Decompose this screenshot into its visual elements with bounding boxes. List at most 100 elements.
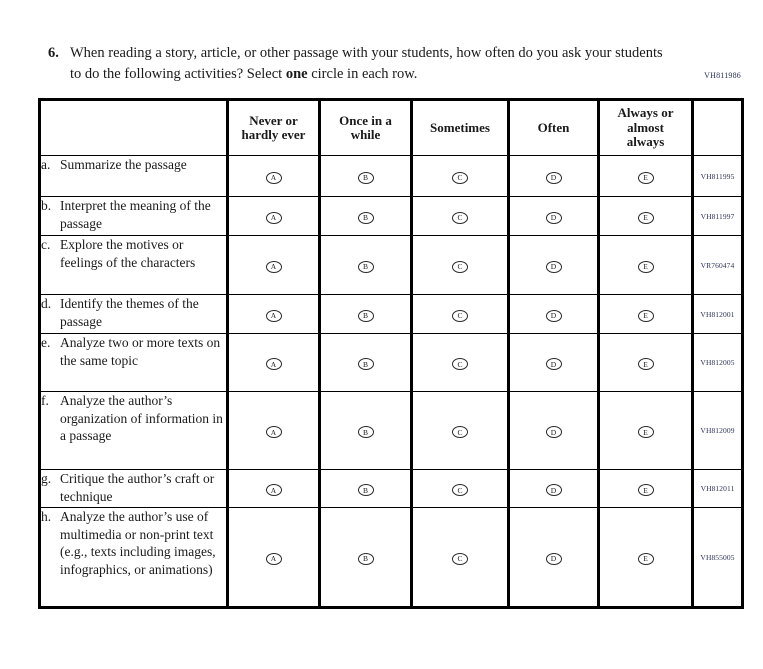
item-code: VH812011 (691, 469, 744, 509)
option-cell-always: E (597, 294, 694, 335)
option-circle-always[interactable]: E (637, 260, 654, 273)
option-circle-often[interactable]: D (545, 211, 562, 224)
option-circle-often[interactable]: D (545, 552, 562, 565)
option-circle-sometimes[interactable]: C (452, 426, 468, 439)
table-row: d. Identify the themes of the passage A … (38, 294, 744, 335)
header-empty-code (691, 99, 744, 157)
option-circle-always[interactable]: E (637, 426, 654, 439)
activity-label-cell: b. Interpret the meaning of the passage (38, 196, 229, 237)
activity-text: Analyze two or more texts on the same to… (60, 335, 221, 368)
option-cell-never: A (226, 469, 321, 509)
table-row: e. Analyze two or more texts on the same… (38, 333, 744, 393)
option-circle-once-in-a-while[interactable]: B (357, 552, 374, 565)
option-circle-sometimes[interactable]: C (452, 260, 468, 273)
option-circle-once-in-a-while[interactable]: B (357, 426, 374, 439)
activity-label-cell: f. Analyze the author’s organization of … (38, 391, 229, 471)
option-cell-sometimes: C (410, 235, 510, 296)
option-circle-never[interactable]: A (265, 552, 282, 565)
option-circle-often[interactable]: D (545, 426, 562, 439)
row-letter: e. (41, 335, 51, 351)
option-circle-never[interactable]: A (265, 358, 282, 371)
table-row: g. Critique the author’s craft or techni… (38, 469, 744, 509)
option-circle-always[interactable]: E (637, 358, 654, 371)
option-cell-never: A (226, 391, 321, 471)
option-circle-always[interactable]: E (637, 171, 654, 184)
activity-text: Summarize the passage (60, 157, 187, 173)
option-cell-sometimes: C (410, 294, 510, 335)
option-circle-always[interactable]: E (637, 484, 654, 497)
option-circle-once-in-a-while[interactable]: B (357, 484, 374, 497)
option-circle-always[interactable]: E (637, 552, 654, 565)
response-table-header: Never or hardly ever Once in a while Som… (38, 99, 744, 157)
option-circle-sometimes[interactable]: C (452, 309, 468, 322)
item-code: VH811997 (691, 196, 744, 237)
item-code: VH812001 (691, 294, 744, 335)
option-cell-often: D (507, 294, 600, 335)
option-circle-once-in-a-while[interactable]: B (357, 260, 374, 273)
table-row: h. Analyze the author’s use of multimedi… (38, 507, 744, 609)
option-circle-never[interactable]: A (265, 426, 282, 439)
option-circle-never[interactable]: A (265, 309, 282, 322)
option-circle-sometimes[interactable]: C (452, 552, 468, 565)
option-cell-often: D (507, 155, 600, 198)
question-number: 6. (48, 45, 59, 61)
option-circle-often[interactable]: D (545, 358, 562, 371)
activity-text: Analyze the author’s use of multimedia o… (60, 509, 216, 577)
option-cell-always: E (597, 333, 694, 393)
response-table-body: a. Summarize the passage A B C D E VH811… (38, 155, 744, 609)
option-circle-never[interactable]: A (265, 211, 282, 224)
option-cell-sometimes: C (410, 155, 510, 198)
option-circle-often[interactable]: D (545, 484, 562, 497)
option-cell-sometimes: C (410, 391, 510, 471)
option-cell-often: D (507, 333, 600, 393)
option-circle-once-in-a-while[interactable]: B (357, 211, 374, 224)
option-cell-always: E (597, 196, 694, 237)
option-cell-once-in-a-while: B (318, 469, 413, 509)
option-cell-once-in-a-while: B (318, 507, 413, 609)
option-cell-once-in-a-while: B (318, 391, 413, 471)
activity-text: Explore the motives or feelings of the c… (60, 237, 196, 270)
option-circle-never[interactable]: A (265, 260, 282, 273)
option-cell-sometimes: C (410, 333, 510, 393)
option-circle-once-in-a-while[interactable]: B (357, 358, 374, 371)
header-empty-label (38, 99, 229, 157)
option-cell-never: A (226, 196, 321, 237)
option-cell-often: D (507, 507, 600, 609)
activity-text: Interpret the meaning of the passage (60, 198, 211, 231)
option-circle-always[interactable]: E (637, 309, 654, 322)
option-circle-sometimes[interactable]: C (452, 171, 468, 184)
option-cell-never: A (226, 235, 321, 296)
question-block: 6. When reading a story, article, or oth… (48, 43, 688, 84)
option-circle-never[interactable]: A (265, 171, 282, 184)
option-cell-never: A (226, 507, 321, 609)
option-circle-often[interactable]: D (545, 260, 562, 273)
row-letter: f. (41, 393, 49, 409)
option-cell-always: E (597, 469, 694, 509)
option-circle-sometimes[interactable]: C (452, 484, 468, 497)
option-circle-once-in-a-while[interactable]: B (357, 171, 374, 184)
question-text: When reading a story, article, or other … (70, 43, 670, 84)
option-cell-never: A (226, 294, 321, 335)
option-circle-sometimes[interactable]: C (452, 211, 468, 224)
table-row: c. Explore the motives or feelings of th… (38, 235, 744, 296)
row-letter: a. (41, 157, 51, 173)
option-cell-always: E (597, 391, 694, 471)
activity-text: Critique the author’s craft or technique (60, 471, 215, 504)
option-cell-always: E (597, 507, 694, 609)
header-row: Never or hardly ever Once in a while Som… (38, 99, 744, 157)
option-circle-often[interactable]: D (545, 171, 562, 184)
option-cell-often: D (507, 391, 600, 471)
option-circle-never[interactable]: A (265, 484, 282, 497)
column-header-never: Never or hardly ever (226, 99, 321, 157)
option-circle-sometimes[interactable]: C (452, 358, 468, 371)
question-line2-after: circle in each row. (307, 65, 418, 82)
column-header-often: Often (507, 99, 600, 157)
row-letter: h. (41, 509, 52, 525)
option-circle-once-in-a-while[interactable]: B (357, 309, 374, 322)
option-cell-often: D (507, 235, 600, 296)
option-circle-often[interactable]: D (545, 309, 562, 322)
option-circle-always[interactable]: E (637, 211, 654, 224)
option-cell-once-in-a-while: B (318, 196, 413, 237)
option-cell-once-in-a-while: B (318, 294, 413, 335)
questionnaire-page: VH811986 6. When reading a story, articl… (0, 43, 763, 669)
